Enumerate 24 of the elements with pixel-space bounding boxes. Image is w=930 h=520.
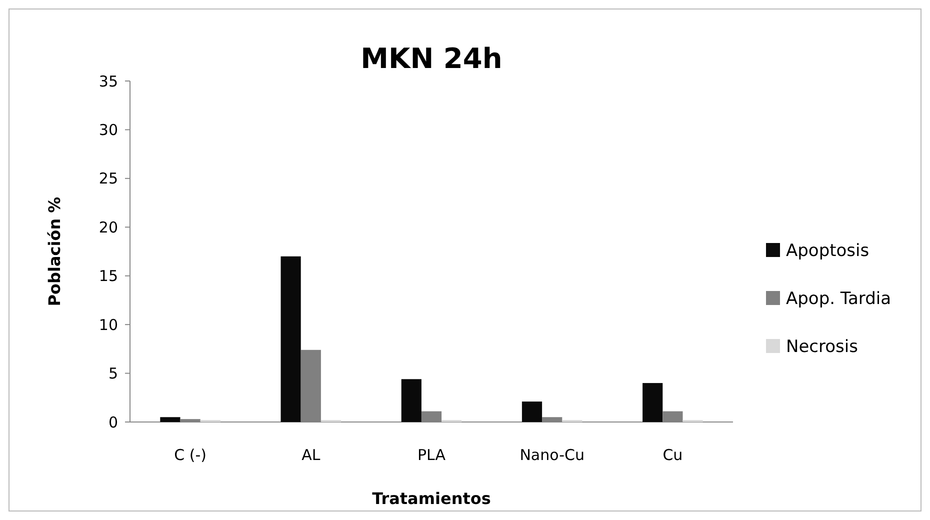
y-axis-title: Población % [45, 196, 64, 306]
y-tick-label: 15 [98, 267, 118, 286]
legend-label: Necrosis [786, 336, 858, 357]
y-tick-label: 25 [98, 170, 118, 188]
y-tick-label: 5 [108, 364, 118, 383]
y-tick-label: 35 [98, 72, 118, 90]
x-tick-label: PLA [417, 446, 446, 464]
bar [642, 383, 663, 422]
chart-title: MKN 24h [360, 42, 502, 75]
bar [160, 417, 180, 422]
legend-label: Apoptosis [786, 240, 870, 261]
x-axis-title: Tratamientos [372, 489, 491, 508]
y-tick-label: 20 [98, 218, 118, 236]
x-tick-label: Cu [662, 446, 683, 464]
y-tick-label: 0 [108, 413, 118, 432]
x-tick-label: AL [302, 446, 321, 464]
x-tick-label: Nano-Cu [520, 446, 584, 464]
y-tick-label: 10 [98, 316, 118, 334]
bar [401, 379, 422, 422]
legend-label: Apop. Tardia [786, 288, 892, 309]
y-tick-label: 30 [98, 120, 118, 139]
bar [280, 256, 301, 422]
bar [522, 402, 542, 422]
x-tick-label: C (-) [174, 446, 206, 464]
